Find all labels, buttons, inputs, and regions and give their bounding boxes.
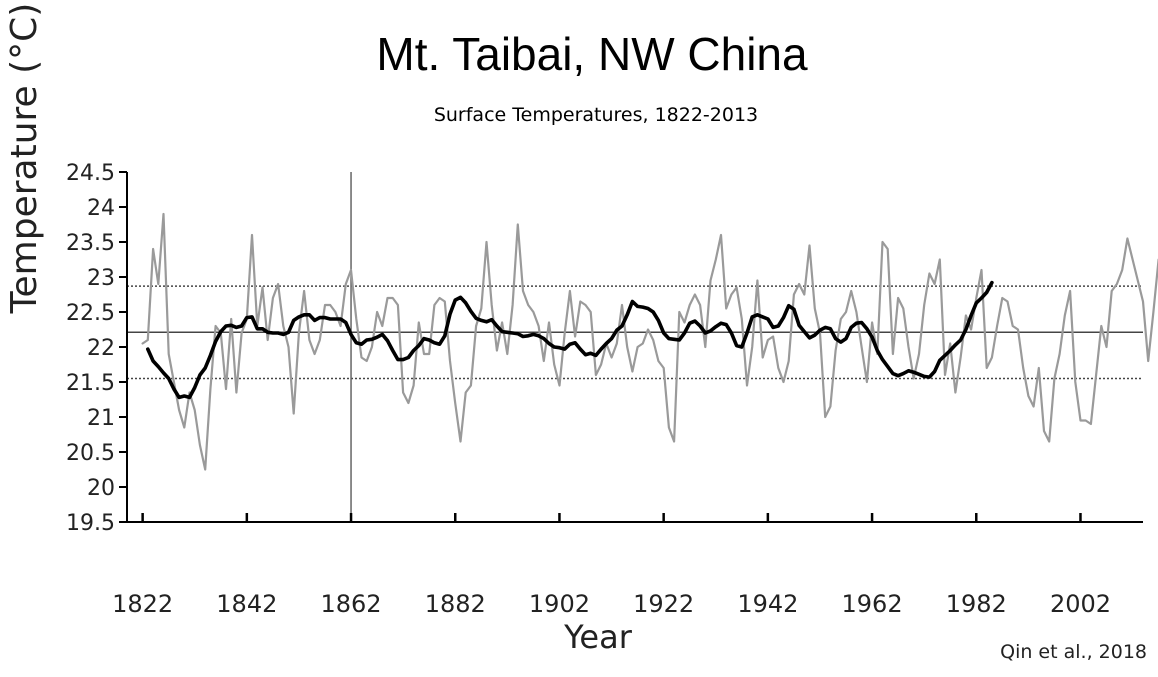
plot-area: 19.5 20 20.5 21 21.5 22 22.5 23 23.5 24 24.5 1822 18… bbox=[66, 161, 1158, 618]
y-tick-label: 22.5 bbox=[66, 301, 115, 326]
x-tick-label: 1982 bbox=[946, 590, 1007, 618]
x-tick-label: 1902 bbox=[529, 590, 590, 618]
x-axis-label: Year bbox=[563, 618, 633, 656]
x-tick-label: 2002 bbox=[1050, 590, 1111, 618]
y-tick-label: 19.5 bbox=[66, 511, 115, 536]
chart-subtitle: Surface Temperatures, 1822-2013 bbox=[434, 104, 758, 126]
x-tick-label: 1882 bbox=[425, 590, 486, 618]
smoothed-temperature-line bbox=[146, 280, 994, 400]
x-tick-label: 1842 bbox=[216, 590, 277, 618]
x-tick-label: 1822 bbox=[112, 590, 173, 618]
y-tick-label: 20.5 bbox=[66, 441, 115, 466]
y-tick-label: 21 bbox=[87, 406, 115, 431]
y-tick-label: 23 bbox=[87, 266, 115, 291]
y-tick-label: 24.5 bbox=[66, 161, 115, 186]
x-tick-label: 1942 bbox=[737, 590, 798, 618]
y-tick-label: 23.5 bbox=[66, 231, 115, 256]
source-credit: Qin et al., 2018 bbox=[1000, 641, 1147, 663]
y-tick-label: 24 bbox=[87, 196, 115, 221]
annual-temperature-line bbox=[141, 212, 1158, 471]
x-tick-label: 1862 bbox=[321, 590, 382, 618]
y-axis-label: Temperature (°C) bbox=[4, 3, 45, 315]
y-tick-label: 21.5 bbox=[66, 371, 115, 396]
y-tick-label: 22 bbox=[87, 336, 115, 361]
chart-title: Mt. Taibai, NW China bbox=[376, 28, 808, 80]
y-tick-label: 20 bbox=[87, 476, 115, 501]
x-tick-label: 1962 bbox=[842, 590, 903, 618]
x-tick-label: 1922 bbox=[633, 590, 694, 618]
